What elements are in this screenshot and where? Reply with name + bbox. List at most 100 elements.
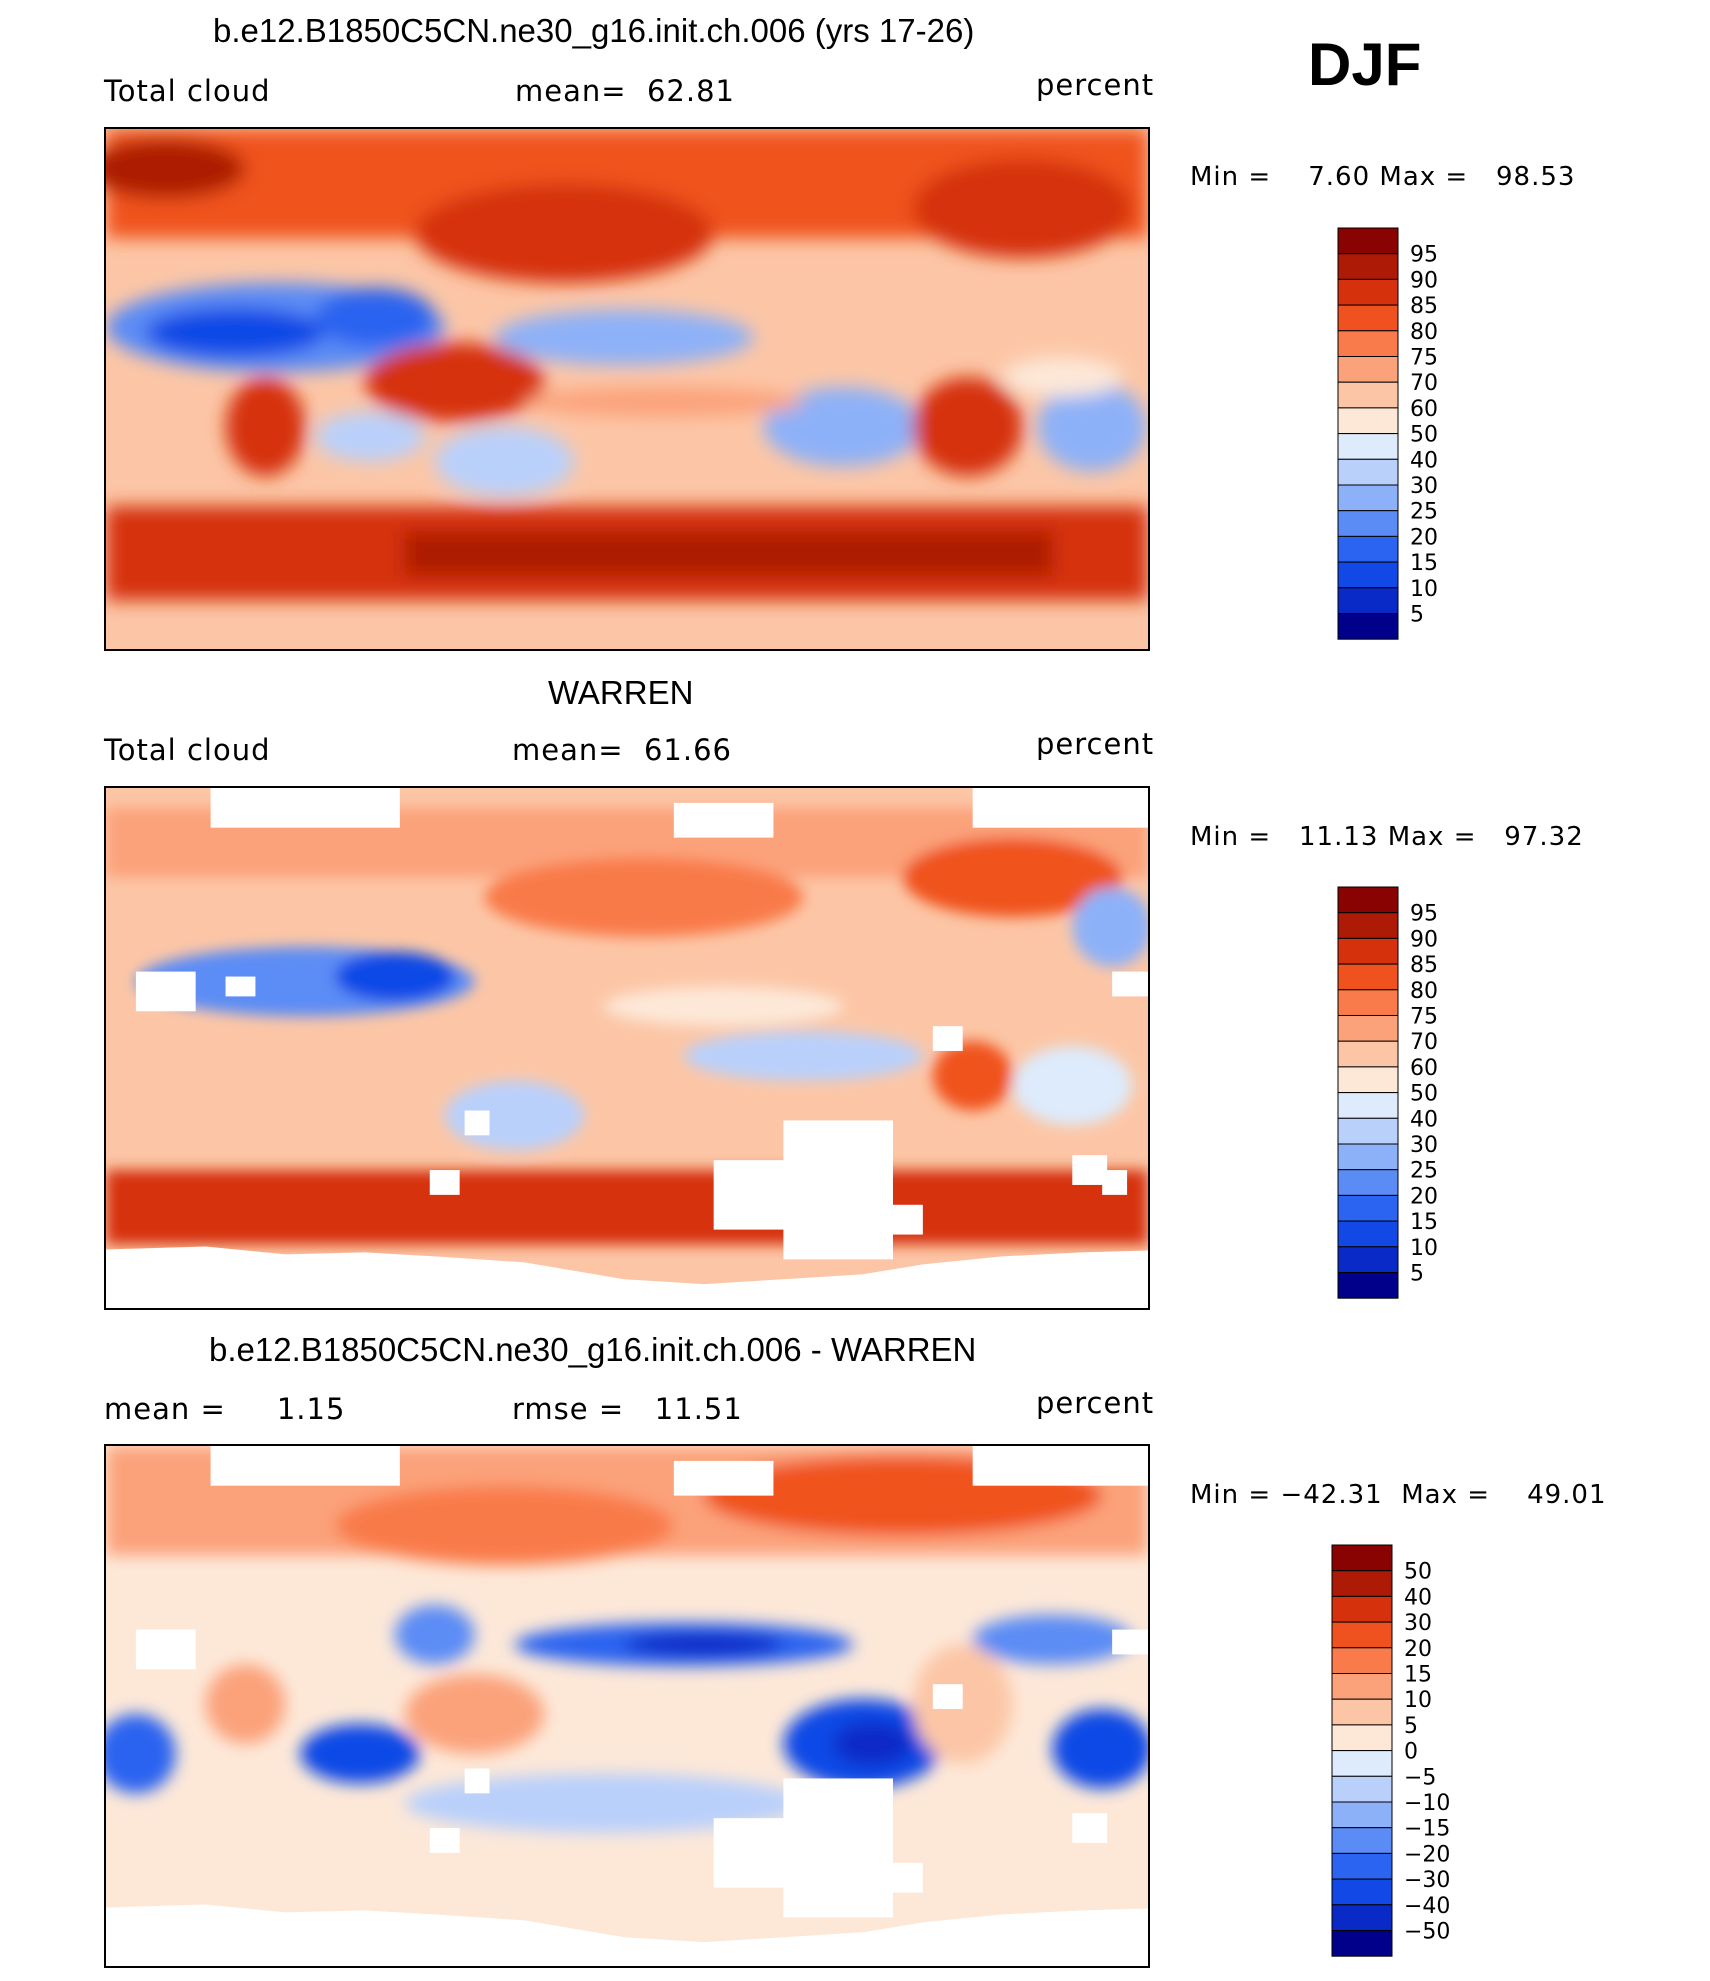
panel2-max-value: 97.32 xyxy=(1504,822,1584,852)
panel3-mean: mean = 1.15 xyxy=(104,1392,345,1426)
p2-missing-atl3 xyxy=(1102,1170,1128,1195)
colorbar3-cell xyxy=(1331,1595,1393,1623)
p1-arctic-core xyxy=(106,138,246,199)
p2-india-clear xyxy=(335,951,455,1002)
colorbar3-label: 40 xyxy=(1404,1585,1432,1610)
colorbar2-label: 95 xyxy=(1410,902,1438,927)
panel2-field xyxy=(106,788,1148,1308)
p2-natl-blue xyxy=(1072,887,1148,967)
p2-satl xyxy=(1012,1046,1133,1126)
p3-missing-arctic1 xyxy=(210,1446,400,1486)
panel3-rmse-label: rmse = xyxy=(512,1392,625,1426)
colorbar2-label: 40 xyxy=(1410,1107,1438,1132)
p3-missing-atl2 xyxy=(1072,1813,1108,1843)
colorbar1-label: 75 xyxy=(1410,346,1438,371)
colorbar2-label: 5 xyxy=(1410,1262,1424,1287)
p3-missing-atl1 xyxy=(429,1828,460,1853)
panel3-units: percent xyxy=(1036,1386,1155,1420)
colorbar1-label: 95 xyxy=(1410,243,1438,268)
p3-westafrica-cold xyxy=(106,1713,176,1794)
p2-natl-storm xyxy=(902,837,1123,918)
colorbar1-label: 60 xyxy=(1410,397,1438,422)
colorbar1-label: 50 xyxy=(1410,423,1438,448)
p3-missing-arctic2 xyxy=(673,1460,774,1496)
colorbar1-label: 80 xyxy=(1410,320,1438,345)
p1-spac-subtrop xyxy=(763,387,923,467)
colorbar3-label: −50 xyxy=(1404,1920,1450,1945)
colorbar3-label: 30 xyxy=(1404,1611,1432,1636)
colorbar1-label: 5 xyxy=(1410,603,1424,628)
colorbar1-cell xyxy=(1337,253,1399,280)
colorbar2-cell xyxy=(1337,1066,1399,1094)
panel3-max-label: Max = xyxy=(1401,1480,1491,1510)
p2-npac-storm xyxy=(484,857,804,937)
colorbar3-label: −10 xyxy=(1404,1791,1450,1816)
colorbar1-cell xyxy=(1337,278,1399,306)
p2-missing-spac2 xyxy=(713,1160,804,1230)
colorbar1-cell xyxy=(1337,535,1399,563)
p3-missing-spac3 xyxy=(823,1862,923,1893)
colorbar3-label: −40 xyxy=(1404,1894,1450,1919)
panel2-variable: Total cloud xyxy=(104,733,271,767)
colorbar3-label: 5 xyxy=(1404,1714,1418,1739)
p1-satl-subtrop xyxy=(1037,382,1148,472)
colorbar1-cell xyxy=(1337,484,1399,512)
colorbar3-cell xyxy=(1331,1750,1393,1777)
colorbar3-cell xyxy=(1331,1570,1393,1597)
panel3-minmax: Min = −42.31 Max = 49.01 xyxy=(1190,1480,1607,1510)
colorbar3-cell xyxy=(1331,1801,1393,1829)
p3-missing-spac2 xyxy=(713,1818,804,1888)
colorbar2-cell xyxy=(1337,1246,1399,1274)
p2-missing-spac3 xyxy=(823,1204,923,1235)
panel1-min-label: Min = xyxy=(1190,162,1272,192)
p3-missing-sahara xyxy=(135,1629,196,1670)
panel2-mean: mean= 61.66 xyxy=(512,733,732,767)
panel2-mean-value: 61.66 xyxy=(643,733,733,767)
p2-npac-subtrop xyxy=(604,986,844,1027)
colorbar2-cell xyxy=(1337,989,1399,1016)
colorbar2-cell xyxy=(1337,912,1399,939)
colorbar2-cell xyxy=(1337,1272,1399,1299)
colorbar3-label: 20 xyxy=(1404,1637,1432,1662)
p3-south-blue xyxy=(404,1773,804,1834)
p2-missing-sahara xyxy=(135,971,196,1012)
p1-eq-atl xyxy=(1002,357,1123,397)
p3-missing-natl xyxy=(1112,1629,1148,1655)
colorbar2-label: 90 xyxy=(1410,927,1438,952)
p2-missing-amazon xyxy=(932,1026,963,1051)
colorbar3-cell xyxy=(1331,1775,1393,1803)
colorbar3-label: −5 xyxy=(1404,1765,1436,1790)
p2-missing-natl xyxy=(1112,971,1148,997)
p3-missing-arctic3 xyxy=(972,1446,1148,1486)
p2-missing-arctic2 xyxy=(673,802,774,838)
p1-africa-itcz xyxy=(225,377,306,477)
p1-natl-storm xyxy=(912,158,1133,259)
panel3-max-value: 49.01 xyxy=(1527,1480,1607,1510)
colorbar3-cell xyxy=(1331,1621,1393,1649)
panel3-map xyxy=(104,1444,1150,1968)
panel3-mean-value: 1.15 xyxy=(276,1392,346,1426)
panel2-min-label: Min = xyxy=(1190,822,1272,852)
colorbar2-cell xyxy=(1337,1040,1399,1068)
p2-missing-arctic1 xyxy=(210,788,400,828)
p3-seasia-warm xyxy=(404,1674,545,1754)
colorbar3-cell xyxy=(1331,1827,1393,1854)
p3-africa-warm xyxy=(205,1664,286,1744)
panel2-min-value: 11.13 xyxy=(1298,822,1379,852)
p3-spac-core xyxy=(833,1721,913,1766)
panel2-minmax: Min = 11.13 Max = 97.32 xyxy=(1190,822,1584,852)
colorbar3-cell xyxy=(1331,1647,1393,1675)
colorbar1-cell xyxy=(1337,613,1399,640)
colorbar2-cell xyxy=(1337,1092,1399,1119)
colorbar2-label: 70 xyxy=(1410,1030,1438,1055)
p1-maritime-cont xyxy=(365,342,545,422)
colorbar2-cell xyxy=(1337,1117,1399,1145)
p1-samerica-itcz xyxy=(912,377,1023,477)
p2-missing-australia xyxy=(464,1110,490,1136)
p2-missing-atl2 xyxy=(1072,1155,1108,1185)
panel3-mean-label: mean = xyxy=(104,1392,226,1426)
colorbar2-cell xyxy=(1337,1194,1399,1222)
p2-missing-data xyxy=(106,788,1148,1308)
panel1-max-value: 98.53 xyxy=(1496,162,1576,192)
panel3-field xyxy=(106,1446,1148,1966)
